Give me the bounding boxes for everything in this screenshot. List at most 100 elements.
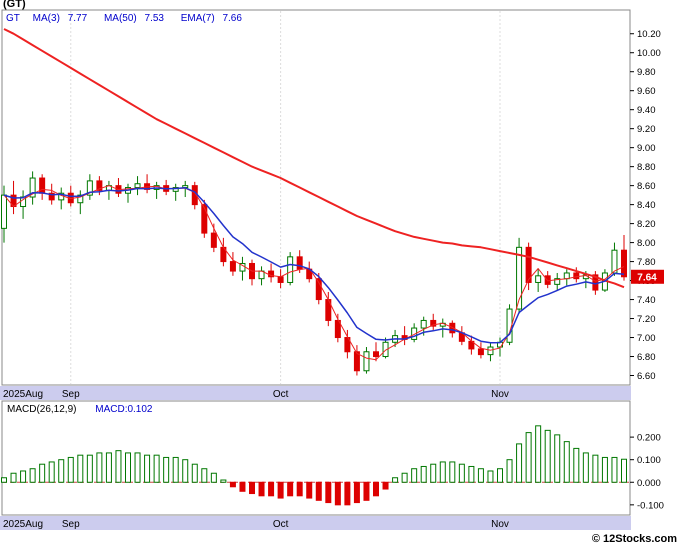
- macd-bar-positive: [535, 425, 542, 483]
- macd-bar-positive: [96, 452, 103, 483]
- macd-bar-positive: [487, 470, 494, 483]
- price-tick-label: 8.40: [637, 200, 656, 211]
- price-tick-label: 9.60: [637, 86, 656, 97]
- macd-bar-positive: [516, 443, 523, 483]
- macd-bar-positive: [401, 472, 408, 483]
- macd-bar-positive: [172, 456, 179, 483]
- macd-bar-positive: [392, 477, 399, 483]
- macd-bar-positive: [48, 461, 55, 483]
- candle-body: [525, 246, 532, 283]
- macd-bar-positive: [134, 452, 141, 483]
- candle-body: [48, 192, 55, 201]
- ma50-line: [3, 28, 625, 289]
- price-tick-label: 7.00: [637, 333, 656, 344]
- month-label: 2025Aug: [3, 389, 43, 400]
- candle-body: [363, 351, 370, 372]
- macd-bar-positive: [191, 463, 198, 483]
- macd-bar-positive: [10, 472, 17, 483]
- copyright-link[interactable]: © 12Stocks.com: [591, 533, 677, 545]
- macd-bar-negative: [277, 481, 284, 499]
- candle-body: [210, 232, 217, 248]
- price-tick-label: 7.40: [637, 295, 656, 306]
- candle-body: [621, 249, 627, 278]
- ema7-line: [3, 187, 625, 344]
- macd-bar-positive: [144, 454, 151, 483]
- macd-bar-positive: [86, 454, 93, 483]
- macd-bar-negative: [258, 481, 265, 497]
- macd-bar-negative: [382, 481, 389, 490]
- price-tick-label: 6.60: [637, 371, 656, 382]
- macd-bar-positive: [182, 459, 189, 483]
- macd-bar-positive: [125, 452, 131, 483]
- macd-bar-positive: [573, 447, 580, 483]
- candle-body: [411, 327, 418, 340]
- candle-body: [554, 278, 561, 285]
- price-tick-label: 7.80: [637, 257, 656, 268]
- candle-body: [611, 249, 618, 274]
- macd-bar-negative: [239, 481, 246, 492]
- macd-bar-negative: [287, 481, 294, 497]
- macd-bar-positive: [1, 477, 7, 483]
- candle-body: [430, 319, 437, 327]
- macd-bar-positive: [67, 456, 74, 483]
- macd-legend: MACD(26,12,9) MACD:0.102: [7, 404, 153, 415]
- macd-bar-negative: [353, 481, 360, 504]
- macd-bar-positive: [592, 454, 599, 483]
- macd-bar-positive: [411, 468, 418, 483]
- macd-bar-positive: [449, 461, 456, 483]
- month-label: Sep: [62, 389, 80, 400]
- candle-body: [353, 351, 360, 372]
- candle-body: [315, 278, 322, 301]
- candle-body: [563, 272, 570, 280]
- candle-body: [334, 319, 341, 339]
- price-tick-label: 9.80: [637, 67, 656, 78]
- price-tick-label: 8.00: [637, 238, 656, 249]
- month-label: 2025Aug: [3, 519, 43, 530]
- candle-body: [134, 183, 141, 189]
- macd-bar-negative: [334, 481, 341, 506]
- macd-bar-negative: [306, 481, 313, 499]
- macd-bar-positive: [163, 456, 170, 483]
- indicator-legend: GT MA(3) 7.77 MA(50) 7.53 EMA(7) 7.66: [6, 13, 256, 24]
- candle-body: [39, 177, 46, 194]
- macd-bar-positive: [582, 452, 589, 483]
- price-badge: [631, 269, 664, 284]
- macd-bar-positive: [220, 479, 227, 483]
- price-tick-label: 6.80: [637, 352, 656, 363]
- macd-bar-negative: [315, 481, 322, 501]
- candle-body: [77, 194, 84, 204]
- date-band-bottom: [0, 516, 631, 530]
- ma3-value: 7.77: [67, 13, 88, 24]
- macd-bar-positive: [611, 456, 618, 483]
- macd-bar-positive: [554, 434, 561, 483]
- macd-bar-positive: [621, 458, 627, 483]
- macd-bar-negative: [373, 481, 379, 497]
- macd-bar-positive: [153, 454, 160, 483]
- macd-bar-positive: [20, 470, 27, 483]
- macd-bar-negative: [325, 481, 332, 504]
- price-tick-label: 9.40: [637, 105, 656, 116]
- macd-bar-positive: [58, 459, 65, 483]
- candle-body: [573, 272, 580, 280]
- ma3-label: MA(3): [32, 13, 60, 24]
- macd-bar-positive: [77, 454, 84, 483]
- macd-bar-positive: [468, 465, 475, 483]
- macd-bar-positive: [544, 429, 551, 483]
- macd-bar-positive: [497, 468, 503, 483]
- macd-bar-negative: [363, 481, 370, 501]
- macd-bar-negative: [296, 481, 303, 497]
- page-title: (GT): [3, 0, 26, 10]
- candle-body: [296, 256, 303, 270]
- macd-label: MACD(26,12,9): [7, 404, 77, 415]
- macd-tick-label: 0.000: [637, 478, 661, 489]
- price-tick-label: 8.80: [637, 162, 656, 173]
- ma50-value: 7.53: [144, 13, 164, 24]
- macd-bar-positive: [39, 463, 46, 483]
- price-tick-label: 9.00: [637, 143, 656, 154]
- ema7-label: EMA(7): [180, 13, 215, 24]
- month-label: Nov: [491, 519, 509, 530]
- candle-body: [172, 187, 179, 192]
- candle-body: [1, 194, 7, 229]
- month-label: Oct: [273, 389, 289, 400]
